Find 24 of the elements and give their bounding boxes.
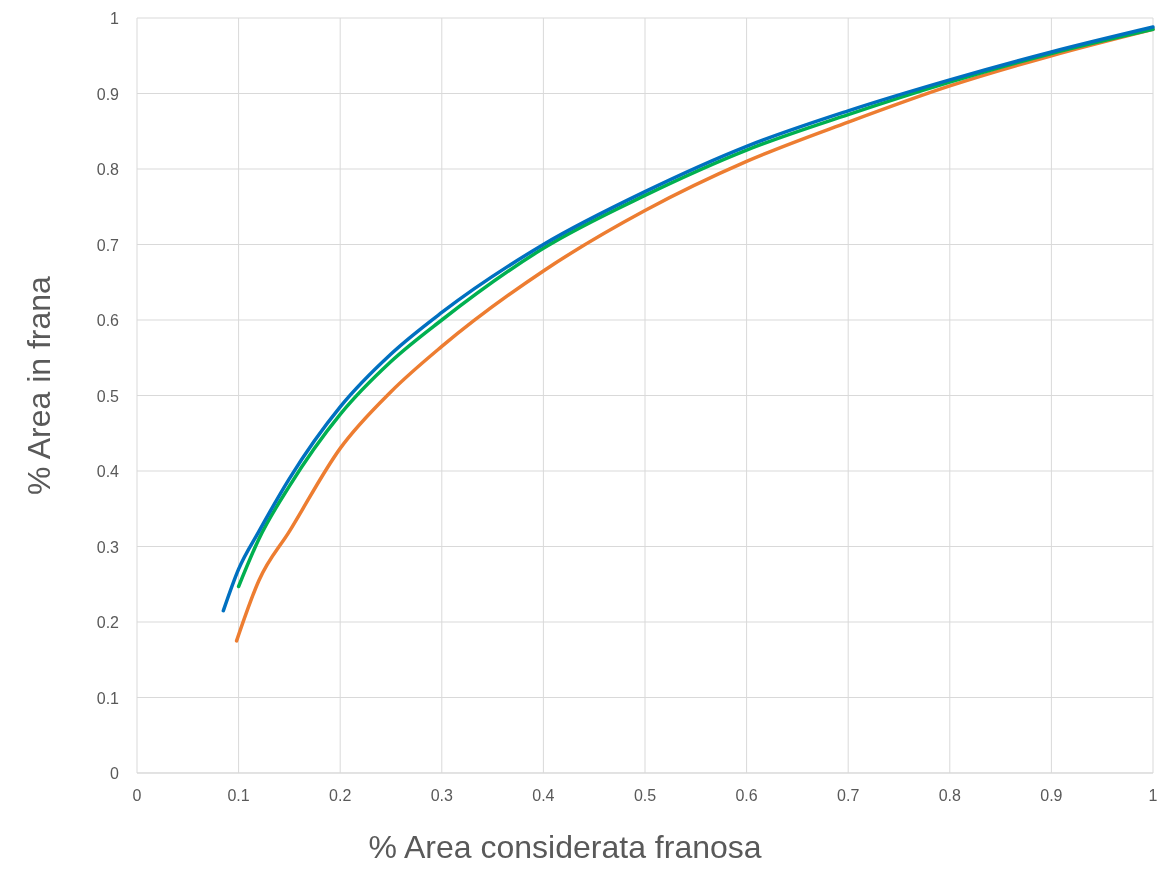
y-tick-label: 0.4 <box>96 463 120 480</box>
y-tick-label: 0.2 <box>96 614 120 631</box>
x-tick-label: 0.3 <box>430 787 454 804</box>
y-tick-label: 0.3 <box>96 538 120 556</box>
y-tick-label: 0.8 <box>96 161 120 178</box>
x-tick-label: 0 <box>132 787 142 804</box>
y-tick-label: 0.1 <box>96 689 120 707</box>
y-tick-label: 0.6 <box>96 312 120 329</box>
y-tick-label: 1 <box>110 10 120 27</box>
y-tick-label: 0.5 <box>96 387 120 405</box>
x-tick-label: 0.8 <box>938 787 962 804</box>
x-tick-label: 0.2 <box>329 787 352 804</box>
y-axis-title: % Area in frana <box>21 275 57 495</box>
y-tick-label: 0 <box>110 765 120 782</box>
x-tick-label: 0.5 <box>633 787 657 804</box>
x-tick-label: 0.9 <box>1040 787 1063 804</box>
x-tick-label: 1 <box>1148 787 1158 804</box>
y-tick-label: 0.7 <box>96 236 120 254</box>
x-tick-label: 0.4 <box>532 787 555 804</box>
x-axis-title: % Area considerata franosa <box>368 829 762 865</box>
x-tick-label: 0.7 <box>837 787 860 804</box>
x-tick-label: 0.1 <box>227 787 250 804</box>
y-tick-label: 0.9 <box>96 85 120 103</box>
x-tick-label: 0.6 <box>735 787 758 804</box>
